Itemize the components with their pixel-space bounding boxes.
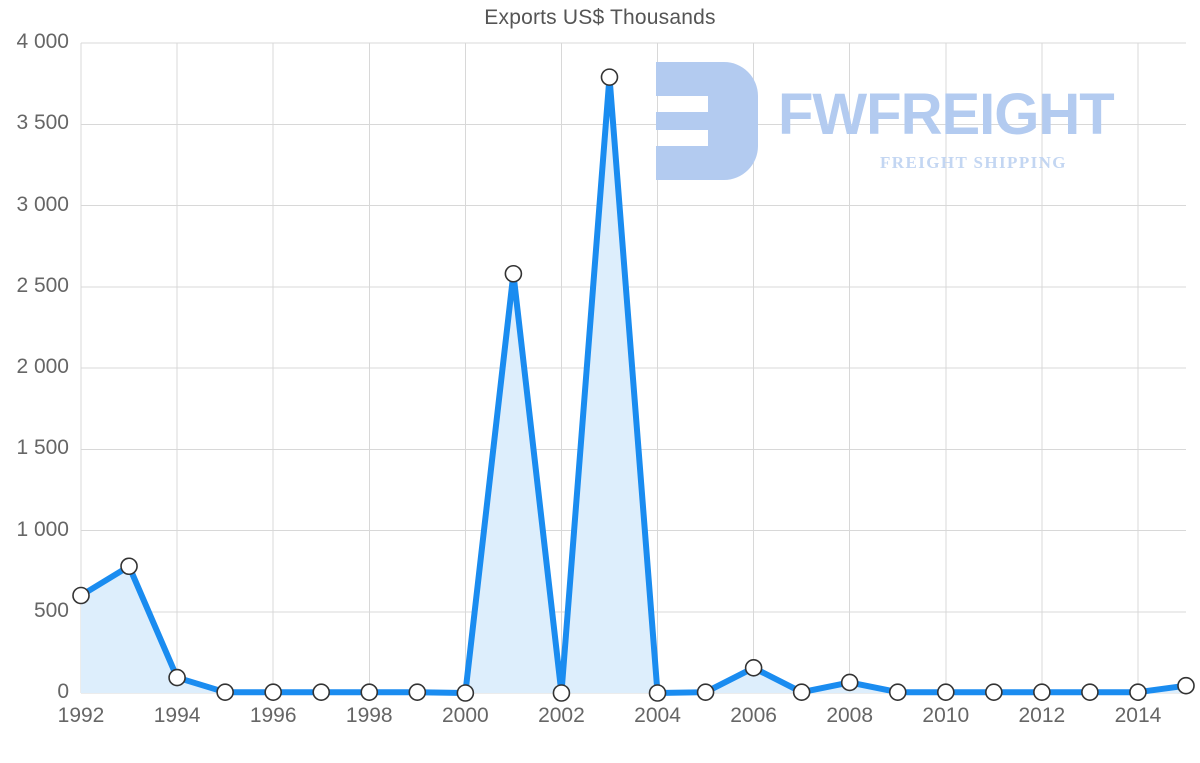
x-axis-tick-label: 2010 [922,704,970,727]
data-point-marker[interactable] [360,683,379,701]
data-point-marker[interactable] [1129,683,1147,701]
x-axis-tick-label: 2006 [730,704,777,727]
data-point-marker[interactable] [1033,683,1051,701]
data-point-marker[interactable] [744,659,763,677]
data-point-marker[interactable] [216,683,234,701]
x-axis-tick-label: 1998 [345,704,393,727]
data-point-markers [72,68,1195,702]
y-axis-tick-label: 3 000 [16,192,69,216]
data-point-marker[interactable] [1081,683,1099,701]
chart-title: Exports US$ Thousands [484,6,716,29]
y-axis-tick-label: 4 000 [16,30,69,53]
data-point-marker[interactable] [552,684,571,702]
x-axis-tick-label: 2000 [441,704,489,727]
x-axis-tick-label: 2012 [1018,704,1066,727]
y-axis-tick-label: 2 500 [16,273,69,297]
data-point-marker[interactable] [120,557,138,576]
data-point-marker[interactable] [168,668,186,687]
data-point-marker[interactable] [408,683,427,701]
x-axis-tick-label: 2008 [826,704,874,727]
y-axis-tick-label: 0 [57,680,69,703]
data-point-marker[interactable] [840,673,859,692]
data-point-marker[interactable] [792,683,811,701]
data-point-marker[interactable] [600,68,619,86]
data-point-marker[interactable] [504,264,523,283]
data-point-marker[interactable] [648,684,667,702]
y-axis-tick-label: 1 500 [16,436,69,460]
x-axis-tick-label: 1994 [153,704,201,727]
data-point-marker[interactable] [312,683,331,701]
y-axis-tick-label: 2 000 [16,355,69,378]
x-axis-tick-label: 1996 [249,704,297,727]
y-axis-tick-label: 1 000 [16,517,69,541]
y-axis-tick-label: 500 [33,598,69,622]
x-axis-tick-label: 1992 [57,704,105,727]
x-axis-tick-label: 2014 [1114,704,1162,727]
x-axis-tick-label: 2002 [538,704,585,727]
data-point-marker[interactable] [72,586,90,605]
data-point-marker[interactable] [264,683,282,701]
data-point-marker[interactable] [1177,676,1195,695]
data-point-marker[interactable] [696,683,715,701]
data-point-marker[interactable] [936,683,955,701]
data-point-marker[interactable] [985,683,1003,701]
data-point-marker[interactable] [888,683,907,701]
y-axis-tick-label: 3 500 [16,111,69,135]
data-point-marker[interactable] [456,684,475,702]
x-axis-tick-label: 2004 [634,704,681,727]
